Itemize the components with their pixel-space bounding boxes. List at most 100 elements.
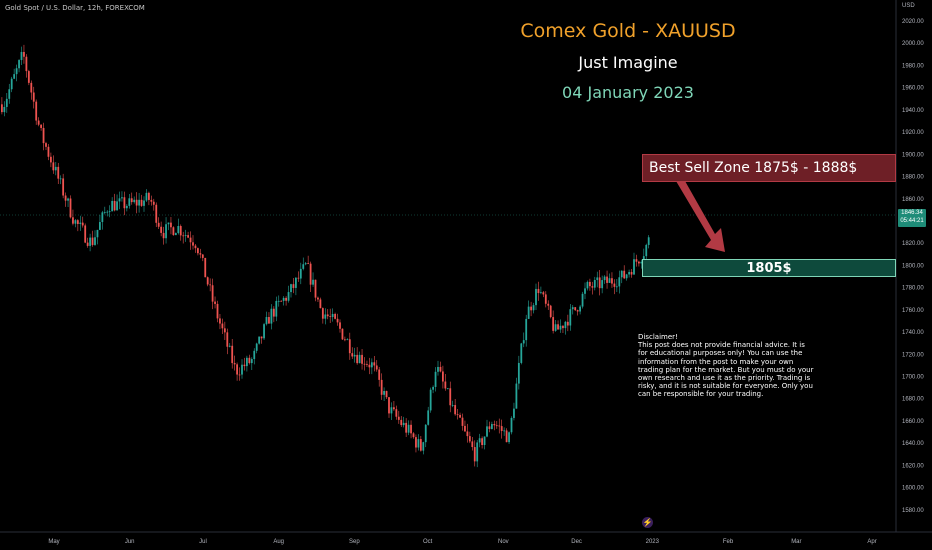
x-tick-label: Apr <box>867 539 876 545</box>
candle-body <box>84 225 87 243</box>
current-price-tag: 1846.34 05:44:21 <box>898 209 926 227</box>
candle-body <box>317 297 319 300</box>
candle-body <box>138 199 140 206</box>
y-tick-label: 1820.00 <box>902 241 924 247</box>
candle-body <box>265 317 268 325</box>
candle-body <box>515 383 518 409</box>
candle-body <box>184 235 187 236</box>
candle-body <box>135 199 138 206</box>
candle-body <box>574 307 577 311</box>
candle-body <box>576 310 579 312</box>
candle-body <box>143 200 145 206</box>
candle-body <box>140 199 143 206</box>
symbol-label[interactable]: Gold Spot / U.S. Dollar, 12h, FOREXCOM <box>5 4 145 12</box>
candle-body <box>148 192 150 200</box>
candle-body <box>554 324 557 331</box>
candle-body <box>608 278 611 283</box>
candle-body <box>449 388 452 406</box>
lightning-icon[interactable]: ⚡ <box>642 517 653 528</box>
subtitle: Just Imagine <box>578 53 678 72</box>
main-title: Comex Gold - XAUUSD <box>520 20 736 42</box>
candle-body <box>211 285 214 302</box>
candle-body <box>314 279 317 298</box>
sell-zone-label: Best Sell Zone 1875$ - 1888$ <box>649 160 858 176</box>
candle-body <box>285 297 287 301</box>
candle-body <box>540 292 542 294</box>
candle-body <box>547 303 550 306</box>
candle-body <box>405 422 408 433</box>
candle-body <box>645 244 648 257</box>
current-price-value: 1846.34 <box>901 210 923 216</box>
candle-body <box>593 280 596 288</box>
y-tick-label: 1640.00 <box>902 441 924 447</box>
candle-body <box>437 366 439 372</box>
down-arrow-annotation <box>676 181 725 252</box>
candle-body <box>253 350 256 360</box>
candle-body <box>456 414 459 416</box>
candle-body <box>25 56 28 72</box>
candle-body <box>407 424 410 433</box>
candle-body <box>228 345 231 347</box>
candle-body <box>446 388 449 390</box>
candle-body <box>179 226 182 236</box>
candle-body <box>557 324 559 330</box>
candle-body <box>223 328 226 333</box>
candle-body <box>94 237 96 245</box>
candle-body <box>363 363 366 365</box>
x-tick-label: Jul <box>199 539 207 545</box>
candle-body <box>8 89 11 99</box>
candle-body <box>642 256 645 262</box>
candle-body <box>76 220 79 224</box>
price-axis[interactable]: 1580.00 1600.00 1620.00 1640.00 1660.00 1680.… <box>902 19 924 514</box>
candle-body <box>160 226 163 233</box>
candle-body <box>566 321 569 326</box>
candle-body <box>72 217 74 224</box>
candle-body <box>32 92 35 102</box>
candle-body <box>290 284 292 293</box>
candle-body <box>111 200 114 212</box>
candle-body <box>623 270 626 279</box>
candle-body <box>268 317 270 324</box>
x-tick-label: Sep <box>349 539 360 545</box>
candle-body <box>571 307 574 310</box>
candle-body <box>255 343 258 351</box>
candle-body <box>81 222 84 226</box>
y-tick-label: 1980.00 <box>902 63 924 69</box>
candle-body <box>37 120 40 125</box>
candle-body <box>532 305 535 311</box>
candle-body <box>121 197 123 199</box>
candle-body <box>579 306 581 312</box>
candle-body <box>402 422 405 426</box>
candle-body <box>221 323 224 329</box>
candle-body <box>638 261 640 264</box>
candle-body <box>535 288 537 306</box>
candle-body <box>569 309 572 326</box>
candle-body <box>491 424 493 429</box>
candle-body <box>295 277 297 288</box>
candle-body <box>439 366 442 372</box>
y-tick-label: 1780.00 <box>902 286 924 292</box>
candle-body <box>397 416 400 420</box>
y-tick-label: 1900.00 <box>902 152 924 158</box>
time-axis[interactable]: May Jun Jul Aug Sep Oct Nov Dec 2023 Feb Mar Apr <box>48 539 876 545</box>
candle-body <box>280 300 283 302</box>
candle-body <box>596 277 599 281</box>
candle-body <box>613 283 616 287</box>
candle-body <box>258 336 261 344</box>
candle-body <box>584 288 586 294</box>
y-tick-label: 1800.00 <box>902 263 924 269</box>
candle-body <box>69 198 72 218</box>
candle-body <box>530 306 532 311</box>
candle-body <box>385 391 388 398</box>
candle-body <box>309 263 312 285</box>
y-tick-label: 2000.00 <box>902 41 924 47</box>
candle-body <box>527 306 530 319</box>
candle-body <box>510 417 513 433</box>
x-tick-label: 2023 <box>646 539 660 545</box>
candle-body <box>86 242 89 246</box>
candle-body <box>219 318 221 324</box>
candle-body <box>270 308 273 324</box>
date-label: 04 January 2023 <box>562 83 694 102</box>
candle-body <box>358 354 361 364</box>
